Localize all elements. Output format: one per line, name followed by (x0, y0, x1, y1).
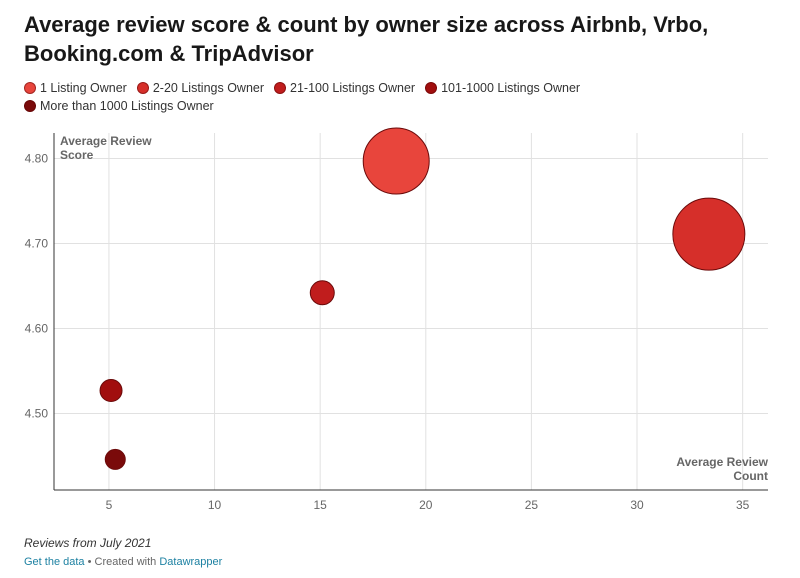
legend-item: 1 Listing Owner (24, 79, 127, 97)
x-tick-label: 15 (313, 498, 327, 512)
y-tick-label: 4.80 (25, 152, 49, 166)
chart-notes: Reviews from July 2021 (24, 536, 152, 550)
footer-separator: • Created with (84, 556, 160, 568)
data-bubble (104, 448, 126, 470)
y-axis-title: Average Review Score (60, 134, 152, 162)
x-tick-label: 20 (419, 498, 433, 512)
legend-swatch (24, 100, 36, 112)
legend-label: 21-100 Listings Owner (290, 81, 416, 95)
data-bubble (99, 379, 123, 403)
legend-swatch (136, 82, 149, 94)
legend-swatch (24, 82, 36, 94)
y-tick-label: 4.60 (25, 322, 49, 336)
chart-footer: Get the data • Created with Datawrapper (24, 556, 222, 568)
legend-item: More than 1000 Listings Owner (24, 97, 214, 115)
legend-swatch (274, 82, 287, 94)
x-tick-label: 30 (630, 498, 644, 512)
data-bubble (362, 127, 430, 195)
legend-label: 101-1000 Listings Owner (441, 81, 581, 95)
y-tick-label: 4.70 (25, 237, 49, 251)
data-bubble (309, 280, 335, 306)
x-tick-label: 10 (208, 498, 222, 512)
datawrapper-link[interactable]: Datawrapper (159, 556, 223, 568)
legend-label: 1 Listing Owner (40, 81, 127, 95)
chart-title: Average review score & count by owner si… (24, 12, 709, 66)
y-tick-label: 4.50 (25, 407, 49, 421)
legend: 1 Listing Owner 2-20 Listings Owner 21-100… (24, 79, 784, 115)
legend-item: 101-1000 Listings Owner (425, 79, 580, 97)
x-tick-label: 35 (736, 498, 750, 512)
get-the-data-link[interactable]: Get the data (24, 556, 85, 568)
data-bubble (672, 197, 746, 271)
legend-swatch (425, 82, 438, 94)
legend-label: More than 1000 Listings Owner (40, 99, 214, 113)
legend-item: 21-100 Listings Owner (274, 79, 415, 97)
legend-label: 2-20 Listings Owner (152, 81, 265, 95)
x-axis-title: Average Review Count (676, 455, 768, 483)
x-tick-label: 25 (525, 498, 539, 512)
legend-item: 2-20 Listings Owner (136, 79, 265, 97)
x-tick-label: 5 (106, 498, 113, 512)
